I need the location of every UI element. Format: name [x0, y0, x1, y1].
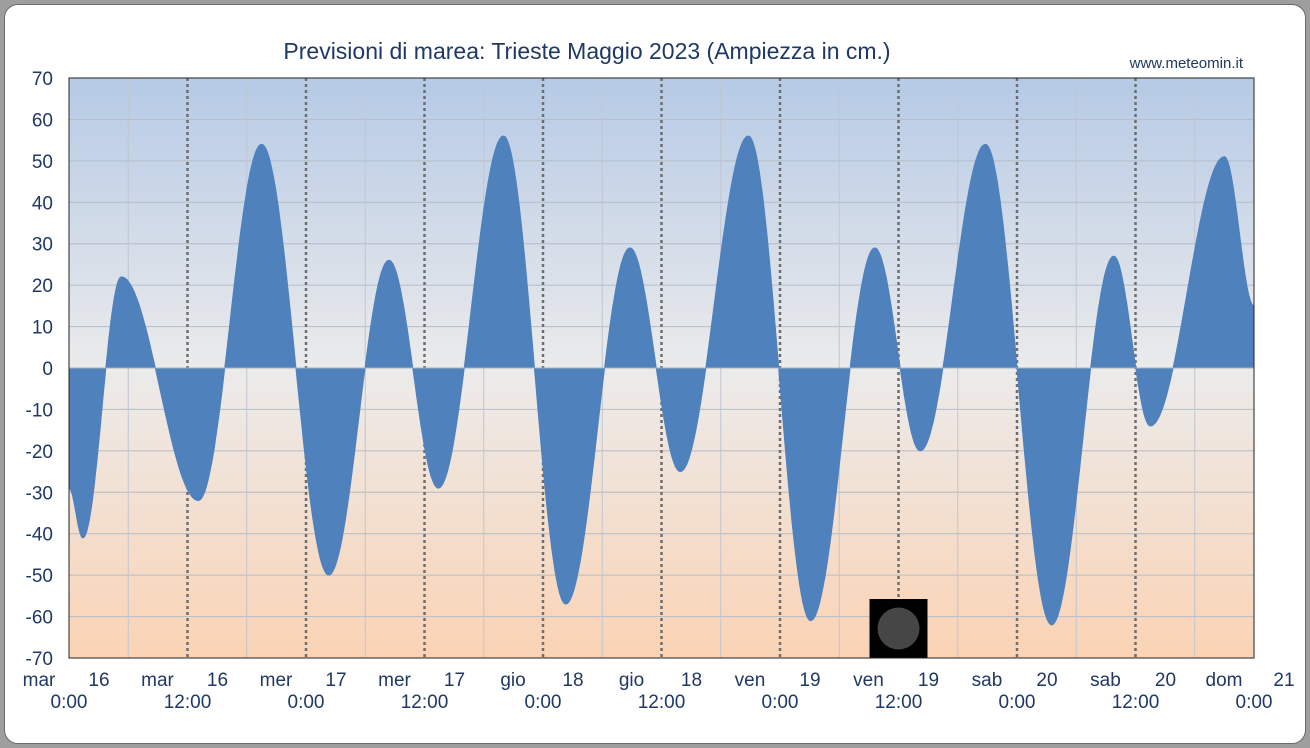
- y-tick-label: 20: [32, 276, 53, 297]
- y-tick-label: 40: [32, 193, 53, 214]
- tide-chart: Previsioni di marea: Trieste Maggio 2023…: [23, 38, 1295, 713]
- chart-frame: Previsioni di marea: Trieste Maggio 2023…: [4, 4, 1306, 744]
- x-tick-date: 20: [1155, 670, 1176, 691]
- y-tick-label: -10: [26, 400, 53, 421]
- y-tick-label: 50: [32, 152, 53, 173]
- x-tick-day: gio: [500, 670, 525, 691]
- x-tick-time: 12:00: [401, 692, 449, 713]
- x-tick-time: 0:00: [1236, 692, 1273, 713]
- x-tick-date: 16: [88, 670, 109, 691]
- x-tick-date: 20: [1036, 670, 1057, 691]
- plot-border: [68, 77, 1255, 659]
- chart-title: Previsioni di marea: Trieste Maggio 2023…: [283, 38, 890, 64]
- x-tick-time: 12:00: [875, 692, 923, 713]
- y-tick-label: 60: [32, 110, 53, 131]
- x-tick-time: 12:00: [638, 692, 686, 713]
- x-tick-time: 12:00: [164, 692, 212, 713]
- x-tick-time: 0:00: [51, 692, 88, 713]
- y-tick-label: -60: [26, 608, 53, 629]
- x-tick-date: 19: [918, 670, 939, 691]
- x-tick-time: 0:00: [762, 692, 799, 713]
- y-tick-label: 70: [32, 69, 53, 90]
- x-tick-time: 0:00: [999, 692, 1036, 713]
- y-tick-label: -50: [26, 566, 53, 587]
- x-tick-day: mar: [23, 670, 56, 691]
- x-tick-day: mer: [378, 670, 411, 691]
- x-tick-date: 18: [681, 670, 702, 691]
- x-tick-date: 18: [562, 670, 583, 691]
- y-tick-label: -40: [26, 525, 53, 546]
- x-tick-time: 0:00: [288, 692, 325, 713]
- y-tick-label: 30: [32, 235, 53, 256]
- tide-series-area: [68, 135, 1255, 626]
- y-tick-label: 10: [32, 318, 53, 339]
- x-tick-date: 17: [325, 670, 346, 691]
- x-tick-day: sab: [972, 670, 1003, 691]
- x-tick-date: 19: [799, 670, 820, 691]
- y-tick-label: -30: [26, 483, 53, 504]
- y-tick-label: -70: [26, 649, 53, 670]
- tide-area: [68, 135, 1255, 626]
- x-tick-day: ven: [735, 670, 766, 691]
- x-tick-date: 21: [1273, 670, 1294, 691]
- x-tick-day: ven: [853, 670, 884, 691]
- y-tick-label: 0: [42, 359, 53, 380]
- x-tick-time: 12:00: [1112, 692, 1160, 713]
- y-tick-label: -20: [26, 442, 53, 463]
- x-tick-day: mer: [260, 670, 293, 691]
- x-tick-day: gio: [619, 670, 644, 691]
- x-tick-day: mar: [141, 670, 174, 691]
- y-axis: 70 60 50 40 30 20 10 0 -10 -20 -30 -40 -50 -60 -70: [26, 69, 53, 670]
- x-tick-date: 17: [444, 670, 465, 691]
- new-moon-icon: [877, 607, 920, 650]
- x-tick-day: dom: [1206, 670, 1243, 691]
- x-tick-time: 0:00: [525, 692, 562, 713]
- x-tick-date: 16: [207, 670, 228, 691]
- chart-credit: www.meteomin.it: [1129, 55, 1244, 72]
- x-tick-day: sab: [1090, 670, 1121, 691]
- moon-phase-marker: [869, 599, 928, 658]
